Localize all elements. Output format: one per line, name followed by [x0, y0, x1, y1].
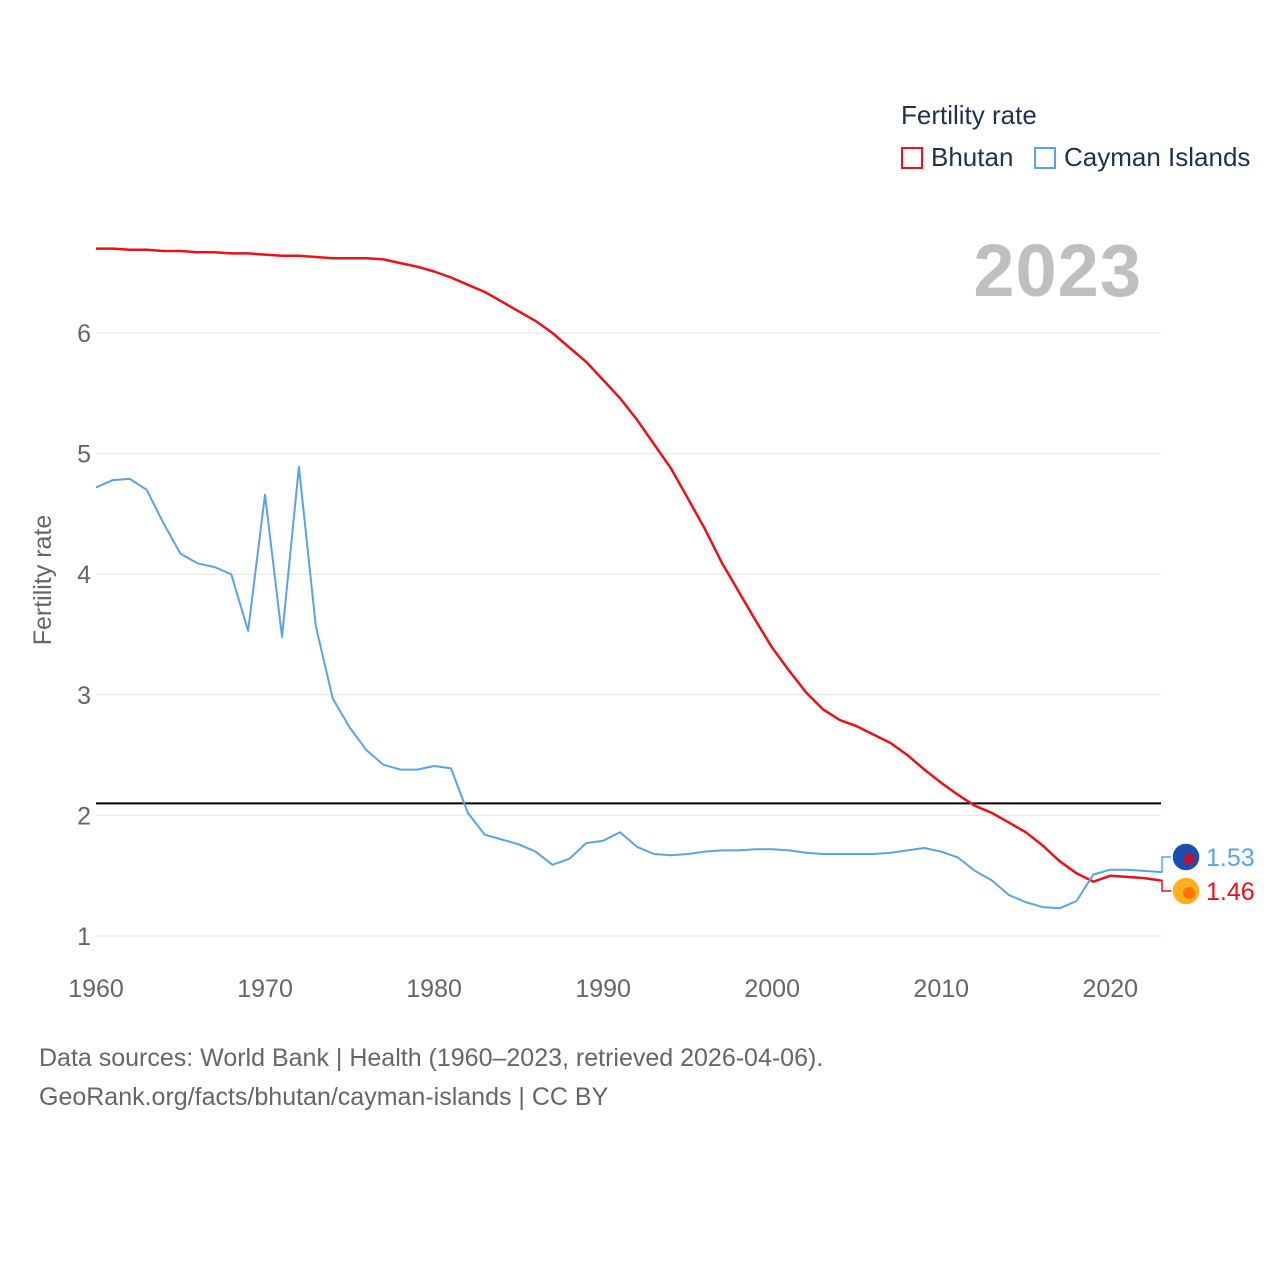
x-tick-label: 1990 — [575, 975, 631, 1003]
flag-emblem-bhutan — [1183, 887, 1195, 899]
end-value-cayman-islands: 1.53 — [1206, 844, 1255, 872]
x-tick-label: 1980 — [406, 975, 462, 1003]
y-tick-label: 6 — [77, 320, 91, 348]
legend-title: Fertility rate — [901, 100, 1037, 130]
source-note: Data sources: World Bank | Health (1960–… — [39, 1044, 824, 1072]
end-connector-cayman-islands — [1161, 856, 1172, 873]
end-connector-bhutan — [1161, 879, 1172, 892]
y-axis-label: Fertility rate — [29, 515, 57, 646]
y-tick-label: 1 — [77, 923, 91, 951]
series-line-bhutan[interactable] — [96, 247, 1162, 883]
legend-label-bhutan: Bhutan — [931, 142, 1014, 172]
flag-emblem-cayman-islands — [1183, 853, 1195, 865]
legend-item-cayman-islands[interactable]: Cayman Islands — [1034, 142, 1250, 173]
legend-swatch-bhutan — [901, 146, 923, 169]
x-tick-label: 2010 — [913, 975, 969, 1003]
legend-swatch-cayman-islands — [1034, 146, 1056, 169]
series-lines — [95, 247, 1162, 910]
series-end-markers: 1.53 1.46 — [1161, 842, 1255, 906]
y-tick-label: 5 — [77, 441, 91, 469]
y-tick-label: 3 — [77, 682, 91, 710]
x-tick-label: 1960 — [68, 975, 124, 1003]
x-tick-label: 2000 — [744, 975, 800, 1003]
year-label: 2023 — [973, 229, 1142, 312]
y-tick-label: 4 — [77, 561, 91, 589]
legend-item-bhutan[interactable]: Bhutan — [901, 142, 1013, 173]
x-tick-label: 1970 — [237, 975, 293, 1003]
legend-label-cayman-islands: Cayman Islands — [1064, 142, 1251, 172]
grid-lines — [96, 332, 1161, 937]
series-line-cayman-islands[interactable] — [95, 465, 1162, 910]
source-link[interactable]: GeoRank.org/facts/bhutan/cayman-islands … — [39, 1083, 609, 1111]
y-axis-ticks: 1 2 3 4 5 6 — [77, 320, 91, 951]
y-tick-label: 2 — [77, 802, 91, 830]
x-tick-label: 2020 — [1082, 975, 1138, 1003]
end-value-bhutan: 1.46 — [1206, 878, 1255, 906]
x-axis-ticks: 1960 1970 1980 1990 2000 2010 2020 — [68, 975, 1138, 1003]
